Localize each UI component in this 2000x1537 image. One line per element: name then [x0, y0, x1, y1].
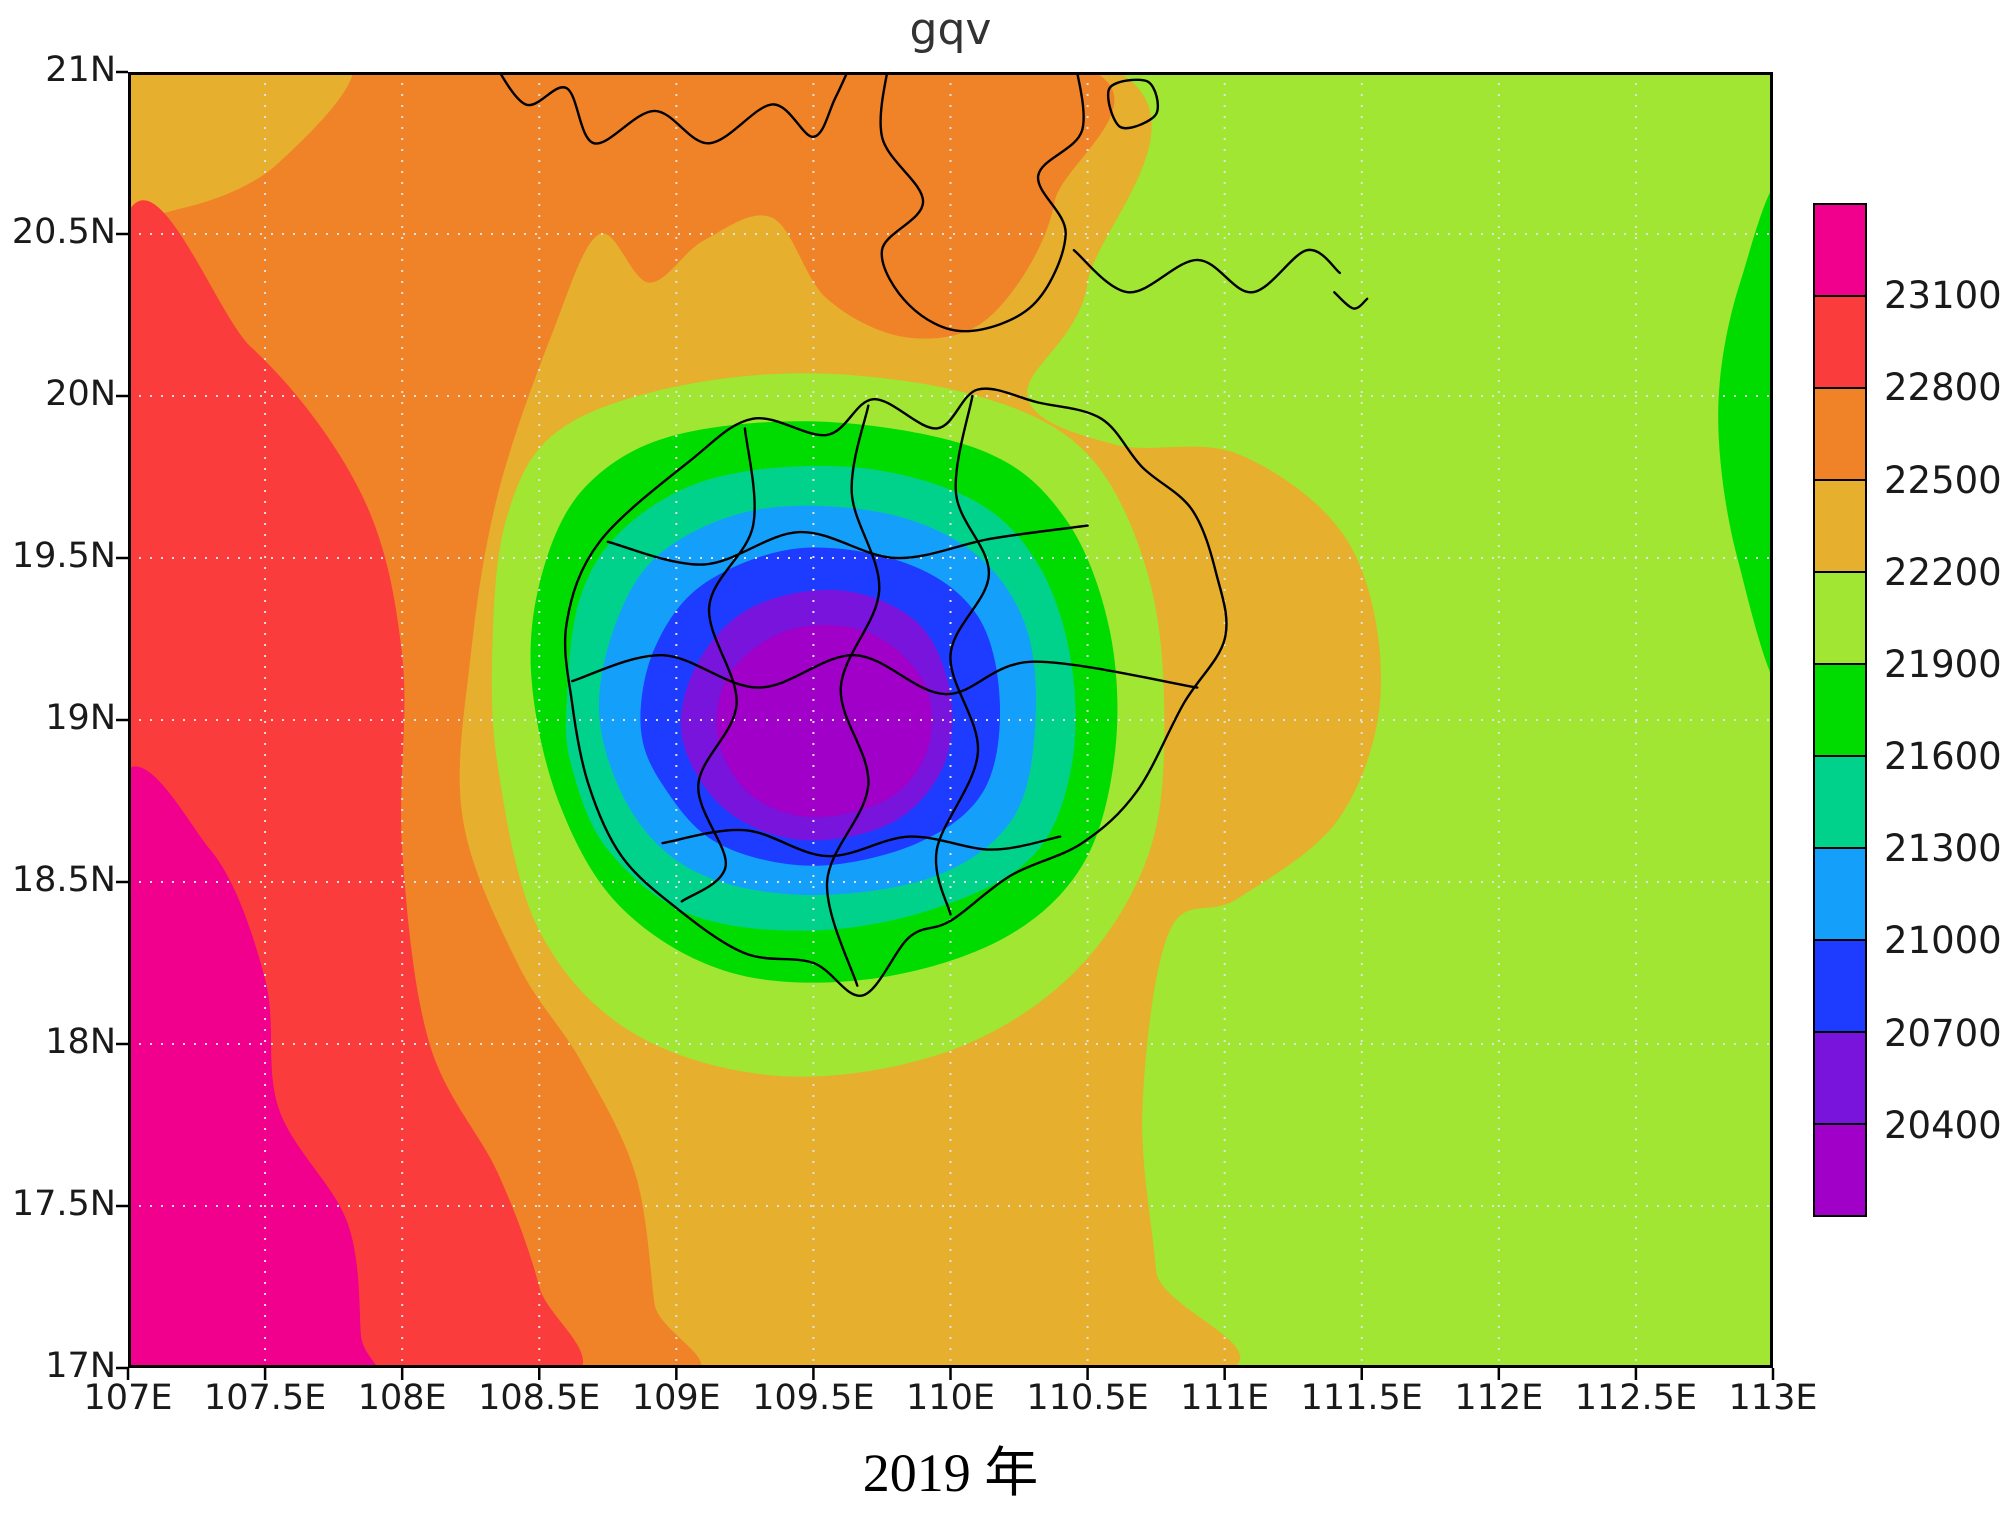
- colorbar-label: 21900: [1884, 642, 2000, 686]
- coastline-island-boundary-6: [661, 828, 1062, 858]
- contour-green-east-edge: [1718, 187, 1773, 679]
- contour-map: [116, 70, 1775, 1380]
- colorbar-cell: [1815, 755, 1865, 847]
- colorbar-cell: [1815, 479, 1865, 571]
- coastline-coast-east-of-peninsula: [1072, 248, 1341, 294]
- coastline-island-boundary-4: [571, 653, 1199, 696]
- y-tick-label: 17.5N: [11, 1184, 116, 1224]
- map-layers: [128, 72, 1773, 1368]
- y-tick-label: 20.5N: [11, 212, 116, 252]
- contour-magenta-southwest: [128, 766, 378, 1368]
- coastline-offshore-mark: [1333, 291, 1369, 310]
- colorbar-label: 22500: [1884, 458, 2000, 502]
- x-tick-label: 110.5E: [1026, 1378, 1149, 1418]
- plot-frame: [128, 72, 1773, 1368]
- colorbar-cell: [1815, 387, 1865, 479]
- y-tick-label: 19N: [45, 698, 116, 738]
- colorbar-cell: [1815, 295, 1865, 387]
- figure-caption: 2019 年: [862, 1443, 1039, 1503]
- colorbar-label: 22800: [1884, 366, 2000, 410]
- x-tick-label: 109.5E: [752, 1378, 875, 1418]
- coastline-island-boundary-1: [680, 427, 756, 903]
- colorbar-cell: [1815, 1123, 1865, 1215]
- colorbar-cell: [1815, 205, 1865, 295]
- coastline-island-boundary-5: [606, 524, 1089, 566]
- coastline-leizhou-peninsula: [879, 72, 1085, 333]
- colorbar-cell: [1815, 847, 1865, 939]
- coastline-hainan-island: [563, 387, 1228, 997]
- y-tick-label: 19.5N: [11, 536, 116, 576]
- chart-title: gqv: [909, 4, 992, 55]
- x-tick-label: 109E: [631, 1378, 721, 1418]
- y-tick-label: 21N: [45, 50, 116, 90]
- x-tick-label: 108.5E: [478, 1378, 601, 1418]
- y-tick-label: 20N: [45, 374, 116, 414]
- colorbar: [1813, 203, 1867, 1217]
- colorbar-cell: [1815, 663, 1865, 755]
- colorbar-label: 21600: [1884, 735, 2000, 779]
- x-tick-label: 108E: [357, 1378, 447, 1418]
- colorbar-cell: [1815, 939, 1865, 1031]
- coastline-small-island-north: [1106, 78, 1160, 130]
- x-tick-label: 112.5E: [1574, 1378, 1698, 1418]
- colorbar-cell: [1815, 1031, 1865, 1123]
- contour-gold-topleft-corner: [128, 72, 353, 217]
- x-tick-label: 112E: [1454, 1378, 1544, 1418]
- coastline-mainland-coast-west: [498, 72, 849, 145]
- coastline-island-boundary-3: [934, 394, 991, 916]
- colorbar-label: 21300: [1884, 827, 2000, 871]
- contour-purple-core: [716, 625, 932, 818]
- colorbar-label: 23100: [1884, 274, 2000, 318]
- x-tick-label: 110E: [906, 1378, 995, 1418]
- colorbar-cell: [1815, 571, 1865, 663]
- colorbar-label: 22200: [1884, 550, 2000, 594]
- colorbar-label: 20700: [1884, 1011, 2000, 1055]
- y-tick-label: 17N: [45, 1346, 116, 1386]
- y-tick-label: 18N: [45, 1022, 116, 1062]
- colorbar-label: 21000: [1884, 919, 2000, 963]
- x-tick-label: 113E: [1728, 1378, 1818, 1418]
- coastline-island-boundary-2: [825, 404, 881, 987]
- x-tick-label: 107.5E: [203, 1378, 327, 1418]
- x-tick-label: 111E: [1180, 1378, 1270, 1418]
- x-tick-label: 111.5E: [1300, 1378, 1423, 1418]
- x-tick-label: 107E: [83, 1378, 173, 1418]
- plot-area: [116, 70, 1775, 1380]
- y-tick-label: 18.5N: [11, 860, 116, 900]
- colorbar-label: 20400: [1884, 1103, 2000, 1147]
